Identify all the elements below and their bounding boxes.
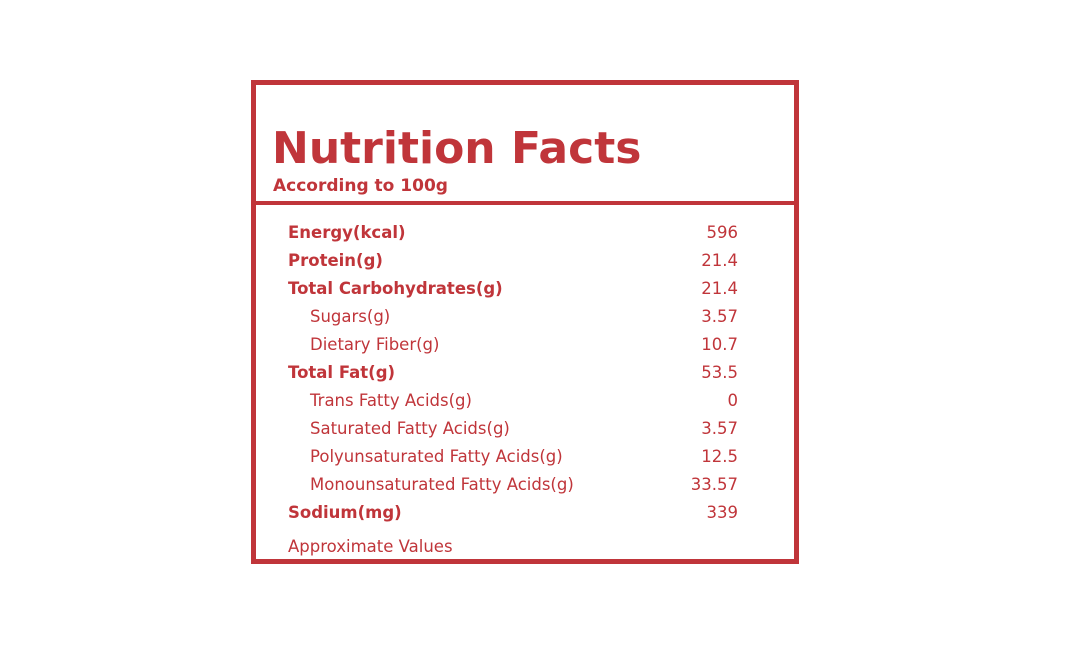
nutrient-value: 21.4 [701, 251, 738, 270]
nutrient-value: 33.57 [690, 475, 738, 494]
nutrient-row-sugars: Sugars(g) 3.57 [288, 303, 738, 331]
nutrient-value: 339 [706, 503, 739, 522]
nutrient-label: Sugars(g) [310, 307, 391, 326]
serving-basis: According to 100g [273, 176, 448, 196]
nutrient-value: 10.7 [701, 335, 738, 354]
nutrient-label: Monounsaturated Fatty Acids(g) [310, 475, 574, 494]
nutrient-row-sodium: Sodium(mg) 339 [288, 499, 738, 527]
nutrient-value: 12.5 [701, 447, 738, 466]
nutrient-value: 21.4 [701, 279, 738, 298]
footnote: Approximate Values [288, 537, 453, 556]
nutrient-value: 53.5 [701, 363, 738, 382]
page-title: Nutrition Facts [272, 123, 642, 174]
nutrient-label: Protein(g) [288, 251, 383, 270]
nutrient-row-trans-fatty-acids: Trans Fatty Acids(g) 0 [288, 387, 738, 415]
nutrient-label: Total Carbohydrates(g) [288, 279, 503, 298]
nutrient-row-protein: Protein(g) 21.4 [288, 247, 738, 275]
nutrient-label: Dietary Fiber(g) [310, 335, 440, 354]
nutrition-header: Nutrition Facts According to 100g [256, 85, 794, 205]
nutrient-value: 3.57 [701, 307, 738, 326]
nutrient-row-dietary-fiber: Dietary Fiber(g) 10.7 [288, 331, 738, 359]
nutrient-label: Total Fat(g) [288, 363, 396, 382]
nutrient-row-energy: Energy(kcal) 596 [288, 219, 738, 247]
nutrient-label: Sodium(mg) [288, 503, 402, 522]
nutrient-row-total-carbohydrates: Total Carbohydrates(g) 21.4 [288, 275, 738, 303]
nutrient-label: Trans Fatty Acids(g) [310, 391, 472, 410]
nutrient-value: 596 [706, 223, 739, 242]
nutrient-value: 0 [727, 391, 739, 410]
nutrition-facts-panel: Nutrition Facts According to 100g Energy… [251, 80, 799, 564]
nutrient-list: Energy(kcal) 596 Protein(g) 21.4 Total C… [288, 219, 738, 527]
nutrient-row-saturated-fatty-acids: Saturated Fatty Acids(g) 3.57 [288, 415, 738, 443]
nutrient-row-total-fat: Total Fat(g) 53.5 [288, 359, 738, 387]
nutrient-label: Energy(kcal) [288, 223, 406, 242]
nutrient-label: Saturated Fatty Acids(g) [310, 419, 510, 438]
nutrient-value: 3.57 [701, 419, 738, 438]
nutrient-row-monounsaturated-fatty-acids: Monounsaturated Fatty Acids(g) 33.57 [288, 471, 738, 499]
nutrient-label: Polyunsaturated Fatty Acids(g) [310, 447, 563, 466]
nutrient-row-polyunsaturated-fatty-acids: Polyunsaturated Fatty Acids(g) 12.5 [288, 443, 738, 471]
